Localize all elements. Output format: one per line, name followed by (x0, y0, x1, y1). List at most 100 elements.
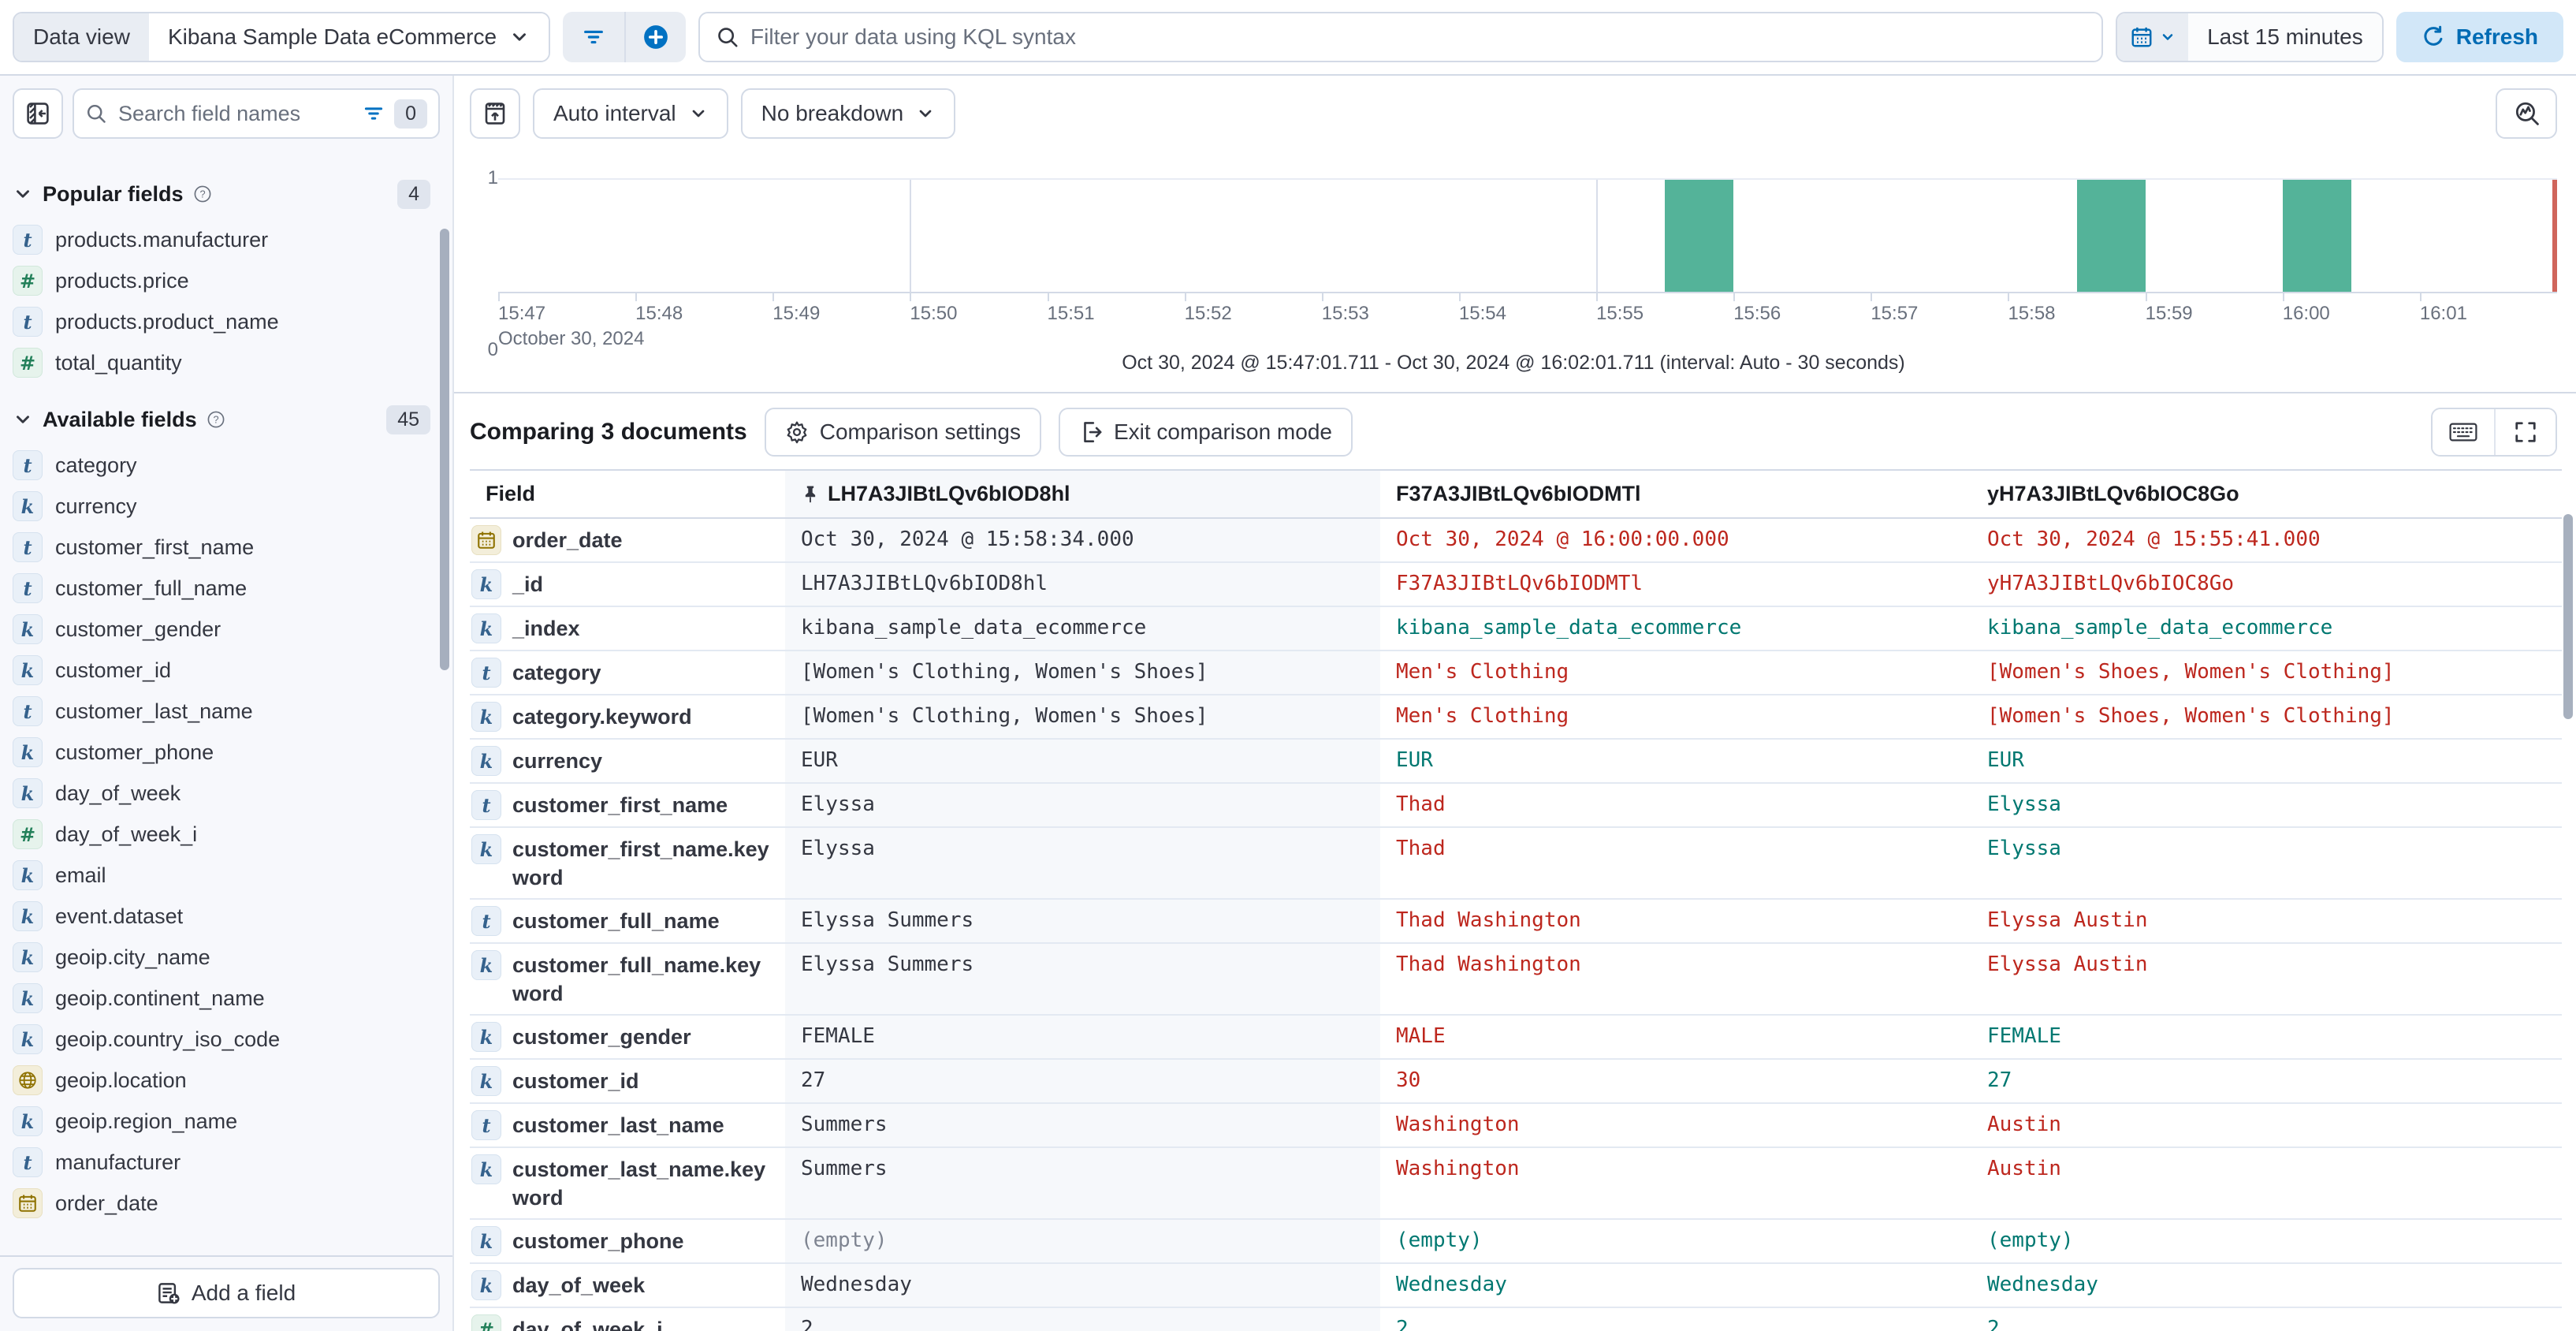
field-name: day_of_week (512, 1273, 646, 1297)
keyword-field-type-icon: k (471, 613, 501, 643)
field-item-manufacturer[interactable]: t manufacturer (13, 1142, 430, 1183)
field-item-geoip.continent_name[interactable]: k geoip.continent_name (13, 978, 430, 1019)
table-row-customer_full_name[interactable]: t customer_full_name Elyssa Summers Thad Wa… (470, 900, 2562, 944)
field-item-customer_id[interactable]: k customer_id (13, 650, 430, 691)
fullscreen-button[interactable] (2494, 409, 2556, 455)
field-name: customer_full_name (512, 909, 720, 933)
histogram-bar[interactable] (1665, 180, 1734, 292)
text-field-type-icon: t (471, 658, 501, 688)
field-item-customer_phone[interactable]: k customer_phone (13, 732, 430, 773)
table-row-_index[interactable]: k _index kibana_sample_data_ecommerce kiban… (470, 607, 2562, 651)
data-view-picker[interactable]: Kibana Sample Data eCommerce (148, 13, 549, 61)
keyboard-shortcuts-button[interactable] (2433, 409, 2494, 455)
field-search-box[interactable]: 0 (73, 88, 440, 139)
field-item-customer_first_name[interactable]: t customer_first_name (13, 527, 430, 568)
field-item-event.dataset[interactable]: k event.dataset (13, 896, 430, 937)
sidebar-section-header-available-fields[interactable]: Available fields? 45 (13, 394, 430, 445)
auto-interval-dropdown[interactable]: Auto interval (533, 88, 728, 139)
table-row-customer_first_name[interactable]: t customer_first_name Elyssa Thad Elyssa (470, 784, 2562, 828)
refresh-button[interactable]: Refresh (2395, 12, 2563, 62)
comparison-document-column-header[interactable]: F37A3JIBtLQv6bIODMTl (1380, 471, 1971, 517)
time-range-value[interactable]: Last 15 minutes (2188, 13, 2382, 61)
field-item-email[interactable]: k email (13, 855, 430, 896)
field-item-label: event.dataset (55, 904, 184, 928)
table-row-currency[interactable]: k currency EUR EUR EUR (470, 740, 2562, 784)
field-name-cell: k _index (470, 607, 785, 650)
chevron-down-icon (513, 33, 526, 41)
x-axis-tick-label: 15:59 (2145, 303, 2193, 324)
keyword-field-type-icon: k (471, 950, 501, 980)
field-item-category[interactable]: t category (13, 445, 430, 486)
field-item-day_of_week_i[interactable]: # day_of_week_i (13, 814, 430, 855)
x-axis-tick-label: 16:01 (2419, 303, 2467, 324)
field-search-input[interactable] (118, 101, 352, 126)
table-row-category[interactable]: t category [Women's Clothing, Women's Shoe… (470, 651, 2562, 695)
field-item-customer_full_name[interactable]: t customer_full_name (13, 568, 430, 609)
field-item-label: email (55, 863, 106, 887)
filter-menu-button[interactable] (563, 12, 624, 62)
field-name: category.keyword (512, 705, 692, 729)
comparison-document-column-header[interactable]: yH7A3JIBtLQv6bIOC8Go (1971, 471, 2562, 517)
kql-search-input[interactable] (750, 24, 2086, 50)
field-item-products.product_name[interactable]: t products.product_name (13, 301, 430, 342)
text-field-type-icon: t (13, 1147, 43, 1177)
hide-chart-icon (485, 103, 505, 125)
pinned-document-column-header[interactable]: LH7A3JIBtLQv6bIOD8hl (785, 471, 1380, 517)
field-item-customer_gender[interactable]: k customer_gender (13, 609, 430, 650)
table-row-customer_gender[interactable]: k customer_gender FEMALE MALE FEMALE (470, 1016, 2562, 1060)
histogram-plot[interactable] (498, 178, 2557, 293)
table-row-day_of_week_i[interactable]: # day_of_week_i 2 2 2 (470, 1308, 2562, 1331)
field-item-label: customer_last_name (55, 699, 253, 723)
top-navigation-bar: Data view Kibana Sample Data eCommerce L… (0, 0, 2576, 76)
comparison-value-match: EUR (1396, 748, 1433, 772)
add-field-button[interactable]: Add a field (13, 1268, 440, 1318)
field-filter-icon[interactable] (363, 103, 385, 125)
x-axis-tick-mark (772, 293, 775, 301)
field-item-day_of_week[interactable]: k day_of_week (13, 773, 430, 814)
table-scrollbar[interactable] (2563, 514, 2573, 719)
field-item-customer_last_name[interactable]: t customer_last_name (13, 691, 430, 732)
chart-gridline (910, 180, 912, 292)
table-row-customer_full_name.keyword[interactable]: k customer_full_name.keyword Elyssa Summer… (470, 944, 2562, 1016)
collapse-sidebar-button[interactable] (13, 88, 63, 139)
histogram-bar[interactable] (2076, 180, 2146, 292)
field-item-order_date[interactable]: order_date (13, 1183, 430, 1224)
date-picker-menu-button[interactable] (2117, 13, 2189, 61)
field-item-geoip.city_name[interactable]: k geoip.city_name (13, 937, 430, 978)
calendar-icon (2131, 27, 2152, 47)
x-axis-tick-mark (2008, 293, 2010, 301)
sidebar-scrollbar[interactable] (440, 229, 449, 670)
table-row-day_of_week[interactable]: k day_of_week Wednesday Wednesday Wednesday (470, 1264, 2562, 1308)
breakdown-dropdown[interactable]: No breakdown (740, 88, 956, 139)
table-row-customer_phone[interactable]: k customer_phone (empty) (empty) (empty) (470, 1220, 2562, 1264)
field-item-products.manufacturer[interactable]: t products.manufacturer (13, 219, 430, 260)
histogram-bar[interactable] (2282, 180, 2351, 292)
field-item-geoip.country_iso_code[interactable]: k geoip.country_iso_code (13, 1019, 430, 1060)
field-item-currency[interactable]: k currency (13, 486, 430, 527)
table-row-customer_first_name.keyword[interactable]: k customer_first_name.keyword Elyssa Thad El… (470, 828, 2562, 900)
table-row-customer_id[interactable]: k customer_id 27 30 27 (470, 1060, 2562, 1104)
field-name-cell: t customer_first_name (470, 784, 785, 826)
add-filter-button[interactable] (624, 12, 686, 62)
field-item-geoip.region_name[interactable]: k geoip.region_name (13, 1101, 430, 1142)
edit-visualization-button[interactable] (2496, 88, 2557, 139)
text-field-type-icon: t (13, 225, 43, 255)
field-name-cell: order_date (470, 519, 785, 561)
comparison-title: Comparing 3 documents (470, 419, 747, 445)
table-row-category.keyword[interactable]: k category.keyword [Women's Clothing, Wome… (470, 695, 2562, 740)
text-field-type-icon: t (471, 1110, 501, 1140)
field-item-products.price[interactable]: # products.price (13, 260, 430, 301)
table-row-_id[interactable]: k _id LH7A3JIBtLQv6bIOD8hl F37A3JIBtLQv6bIO… (470, 563, 2562, 607)
table-row-order_date[interactable]: order_date Oct 30, 2024 @ 15:58:34.000 Oct… (470, 519, 2562, 563)
comparison-settings-button[interactable]: Comparison settings (764, 408, 1041, 457)
field-item-geoip.location[interactable]: geoip.location (13, 1060, 430, 1101)
field-item-total_quantity[interactable]: # total_quantity (13, 342, 430, 383)
table-row-customer_last_name[interactable]: t customer_last_name Summers Washington Aust… (470, 1104, 2562, 1148)
exit-comparison-button[interactable]: Exit comparison mode (1058, 408, 1353, 457)
sidebar-section-header-popular-fields[interactable]: Popular fields? 4 (13, 169, 430, 219)
kql-search-bar[interactable] (698, 12, 2104, 62)
text-field-type-icon: t (13, 696, 43, 726)
table-row-customer_last_name.keyword[interactable]: k customer_last_name.keyword Summers Washin… (470, 1148, 2562, 1220)
field-item-label: customer_full_name (55, 576, 248, 600)
hide-chart-button[interactable] (470, 88, 520, 139)
